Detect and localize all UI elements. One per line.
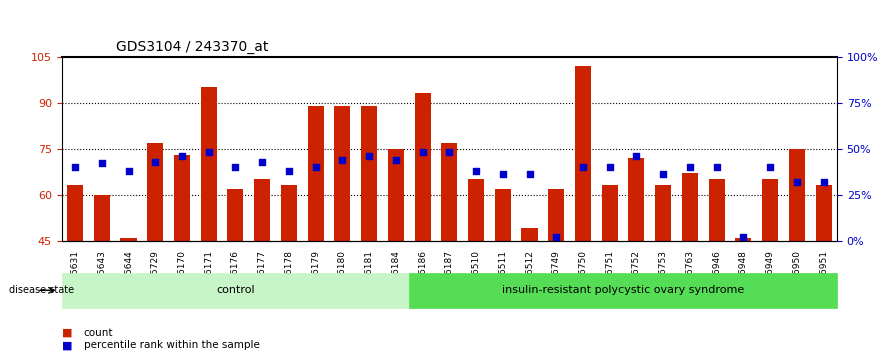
Bar (468, 179, 484, 241)
Bar (254, 179, 270, 241)
Point (228, 164, 242, 170)
Point (576, 164, 590, 170)
Bar (388, 149, 403, 241)
Bar (121, 238, 137, 241)
Text: count: count (84, 328, 113, 338)
Point (629, 153, 643, 159)
Point (789, 179, 803, 185)
Point (68, 164, 82, 170)
Bar (736, 238, 751, 241)
Bar (227, 189, 243, 241)
Bar (441, 143, 457, 241)
Point (737, 234, 751, 240)
Bar (147, 143, 163, 241)
Bar (628, 158, 645, 241)
Bar (281, 185, 297, 241)
Bar (93, 195, 110, 241)
Text: insulin-resistant polycystic ovary syndrome: insulin-resistant polycystic ovary syndr… (502, 285, 744, 295)
Point (148, 159, 162, 164)
Point (656, 172, 670, 177)
Bar (575, 66, 591, 241)
Point (336, 157, 350, 162)
Text: GDS3104 / 243370_at: GDS3104 / 243370_at (116, 40, 269, 54)
Bar (67, 185, 83, 241)
Bar (361, 106, 377, 241)
Bar (816, 185, 832, 241)
Text: percentile rank within the sample: percentile rank within the sample (84, 340, 260, 350)
Point (389, 157, 403, 162)
Point (442, 149, 456, 155)
Point (202, 149, 216, 155)
Text: disease state: disease state (9, 285, 74, 295)
Point (603, 164, 617, 170)
Bar (495, 189, 511, 241)
Point (709, 164, 723, 170)
Point (175, 153, 189, 159)
Bar (762, 179, 778, 241)
Bar (655, 185, 671, 241)
Point (469, 168, 483, 173)
Bar (602, 185, 618, 241)
Point (683, 164, 697, 170)
Bar (708, 179, 725, 241)
Point (122, 168, 136, 173)
Point (496, 172, 510, 177)
Text: ■: ■ (62, 340, 72, 350)
Bar (415, 93, 431, 241)
Point (549, 234, 563, 240)
Text: control: control (216, 285, 255, 295)
Bar (201, 87, 217, 241)
Bar (548, 189, 564, 241)
Point (362, 153, 376, 159)
Point (308, 164, 322, 170)
Point (817, 179, 831, 185)
Point (255, 159, 270, 164)
Text: ■: ■ (62, 328, 72, 338)
Point (95, 161, 109, 166)
Bar (335, 106, 351, 241)
Point (282, 168, 296, 173)
Bar (307, 106, 323, 241)
Bar (788, 149, 805, 241)
Point (416, 149, 430, 155)
Bar (174, 155, 190, 241)
Bar (522, 228, 537, 241)
Bar (682, 173, 698, 241)
Point (522, 172, 537, 177)
Point (763, 164, 777, 170)
